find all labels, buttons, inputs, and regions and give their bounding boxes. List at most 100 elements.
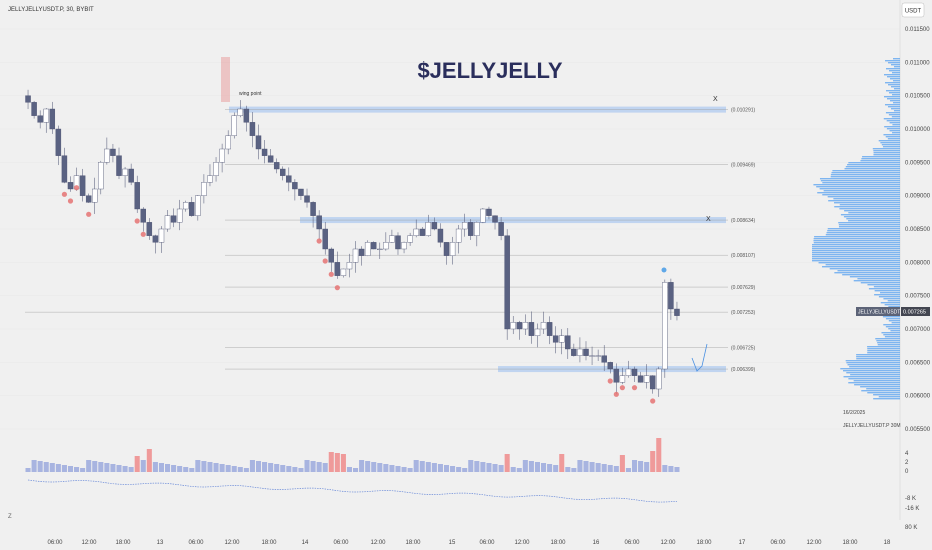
profile-bar bbox=[826, 232, 900, 234]
candle-body bbox=[304, 195, 310, 203]
profile-bar bbox=[846, 372, 900, 374]
indicator-tick: 80 K bbox=[905, 525, 917, 531]
candle-body bbox=[619, 375, 626, 383]
volume-bar bbox=[92, 461, 98, 472]
candle-body bbox=[643, 375, 650, 383]
profile-bar bbox=[884, 74, 900, 76]
volume-bar bbox=[595, 463, 601, 472]
x-tick-label: 18:00 bbox=[696, 540, 712, 546]
y-tick-label: 0.009500 bbox=[905, 160, 931, 166]
profile-bar bbox=[856, 358, 900, 360]
profile-bar bbox=[885, 326, 900, 328]
candle-body bbox=[225, 135, 231, 150]
profile-bar bbox=[831, 172, 900, 174]
candle-body bbox=[625, 368, 632, 376]
profile-bar bbox=[812, 260, 900, 262]
candle-body bbox=[49, 108, 56, 130]
x-tick-label: 12:00 bbox=[806, 540, 822, 546]
profile-bar bbox=[886, 98, 900, 100]
profile-bar bbox=[882, 316, 900, 318]
profile-bar bbox=[860, 282, 900, 284]
profile-bar bbox=[867, 284, 900, 286]
volume-bar bbox=[219, 464, 225, 472]
volume-bar bbox=[389, 465, 395, 472]
volume-bar bbox=[359, 460, 365, 472]
profile-bar bbox=[860, 386, 900, 388]
timezone-icon[interactable]: Z bbox=[8, 514, 12, 520]
swing-highlight bbox=[221, 57, 230, 102]
profile-bar bbox=[862, 156, 900, 158]
level-label: (0.008107) bbox=[731, 253, 756, 259]
profile-bar bbox=[889, 70, 900, 72]
volume-bar bbox=[322, 463, 328, 472]
volume-bar bbox=[334, 453, 340, 472]
profile-bar bbox=[891, 116, 900, 118]
volume-bar bbox=[668, 466, 674, 472]
volume-bar bbox=[152, 462, 158, 472]
profile-bar bbox=[884, 82, 900, 84]
profile-bar bbox=[886, 120, 900, 122]
level-label: (0.006399) bbox=[731, 367, 756, 373]
profile-bar bbox=[853, 380, 900, 382]
x-tick-label: 14 bbox=[302, 540, 309, 546]
profile-bar bbox=[812, 248, 900, 250]
volume-bar bbox=[383, 464, 389, 472]
volume-bar bbox=[577, 460, 583, 472]
y-tick-label: 0.010000 bbox=[905, 127, 931, 133]
profile-bar bbox=[839, 208, 900, 210]
volume-bar bbox=[213, 463, 219, 472]
profile-bar bbox=[867, 348, 900, 350]
grid bbox=[0, 28, 900, 430]
candle-body bbox=[613, 368, 620, 383]
volume-bar bbox=[177, 466, 183, 472]
profile-bar bbox=[885, 136, 900, 138]
y-tick-label: 0.005500 bbox=[905, 427, 931, 433]
candle-body bbox=[67, 182, 74, 190]
volume-bar bbox=[116, 465, 122, 472]
candle-body bbox=[146, 222, 153, 236]
candle-body bbox=[662, 282, 668, 370]
candle-body bbox=[468, 222, 474, 236]
volume-bar bbox=[565, 467, 571, 472]
volume-bar bbox=[492, 464, 498, 472]
candle-body bbox=[267, 155, 274, 163]
signal-dot bbox=[631, 385, 638, 391]
candle-body bbox=[407, 235, 413, 243]
y-tick-label: 0.006000 bbox=[905, 394, 931, 400]
profile-bar bbox=[887, 138, 900, 140]
volume-bar bbox=[255, 461, 262, 472]
volume-bar bbox=[456, 467, 462, 472]
volume-bar bbox=[195, 460, 201, 472]
volume-bar bbox=[528, 461, 534, 472]
y-tick-label: 0.007500 bbox=[905, 294, 931, 300]
candle-body bbox=[213, 162, 219, 176]
candle-body bbox=[255, 135, 262, 150]
profile-bar bbox=[816, 186, 900, 188]
profile-bar bbox=[849, 366, 900, 368]
profile-bar bbox=[837, 270, 900, 272]
profile-bar bbox=[893, 110, 900, 112]
profile-bar bbox=[813, 242, 900, 244]
profile-bar bbox=[861, 158, 900, 160]
volume-bar bbox=[619, 455, 625, 472]
profile-bar bbox=[867, 352, 900, 354]
indicator-tick: -8 K bbox=[905, 496, 916, 502]
candle-body bbox=[601, 355, 607, 363]
candle-body bbox=[449, 242, 456, 256]
profile-bar bbox=[823, 190, 900, 192]
profile-bar bbox=[854, 384, 900, 386]
profile-bar bbox=[892, 80, 900, 82]
candle-body bbox=[104, 148, 110, 163]
profile-bar bbox=[888, 62, 900, 64]
volume-bar bbox=[304, 460, 310, 472]
profile-bar bbox=[892, 72, 900, 74]
profile-bar bbox=[832, 170, 900, 172]
currency-button[interactable] bbox=[901, 2, 925, 18]
profile-bar bbox=[847, 364, 900, 366]
candle-body bbox=[546, 322, 553, 336]
profile-bar bbox=[883, 298, 900, 300]
volume-bar bbox=[425, 462, 431, 472]
profile-bar bbox=[842, 274, 900, 276]
